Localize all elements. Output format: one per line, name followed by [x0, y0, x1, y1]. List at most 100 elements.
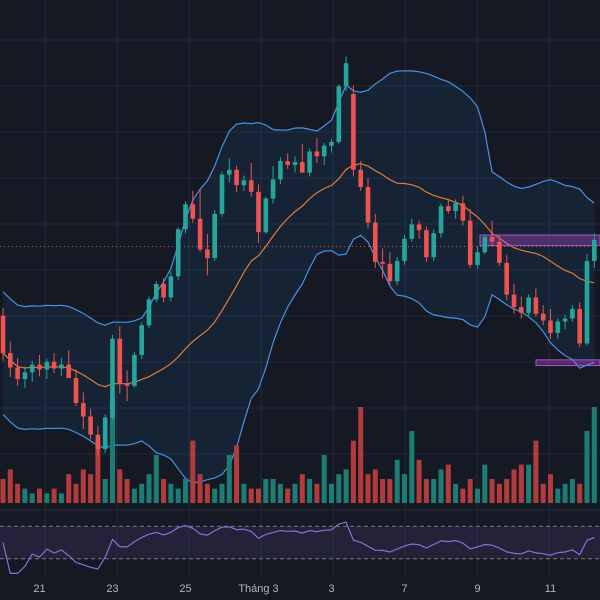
candle-body[interactable] — [358, 169, 363, 188]
candle-body[interactable] — [292, 162, 298, 165]
volume-bar — [540, 483, 546, 503]
candle-body[interactable] — [446, 206, 451, 212]
candle-body[interactable] — [95, 434, 101, 450]
candle-body[interactable] — [51, 361, 57, 369]
candle-body[interactable] — [467, 220, 473, 265]
candle-body[interactable] — [8, 353, 13, 368]
candle-body[interactable] — [37, 364, 42, 370]
candle-body[interactable] — [438, 206, 444, 234]
candle-body[interactable] — [81, 403, 86, 417]
candle-body[interactable] — [584, 260, 590, 344]
candle-body[interactable] — [533, 297, 539, 314]
candle-body[interactable] — [504, 262, 509, 295]
candle-body[interactable] — [44, 361, 50, 370]
candle-body[interactable] — [577, 308, 582, 344]
candle-body[interactable] — [197, 218, 203, 250]
candle-body[interactable] — [0, 315, 6, 354]
candle-body[interactable] — [154, 284, 159, 300]
candle-body[interactable] — [394, 260, 400, 282]
candle-body[interactable] — [409, 224, 415, 239]
candle-body[interactable] — [387, 263, 393, 282]
candle-body[interactable] — [102, 417, 108, 450]
candle-body[interactable] — [314, 151, 320, 157]
candle-body[interactable] — [241, 180, 247, 186]
candle-body[interactable] — [380, 261, 385, 264]
candle-body[interactable] — [511, 294, 517, 308]
volume-bar — [7, 469, 13, 503]
volume-bar — [299, 474, 305, 503]
candle-body[interactable] — [307, 151, 312, 173]
candle-body[interactable] — [139, 325, 144, 356]
candle-body[interactable] — [592, 239, 597, 261]
candle-body[interactable] — [453, 203, 458, 212]
volume-bar — [431, 479, 437, 503]
candle-body[interactable] — [570, 308, 575, 319]
x-tick-label: 9 — [474, 583, 480, 595]
candle-body[interactable] — [431, 233, 436, 258]
volume-bar — [504, 479, 510, 503]
candle-body[interactable] — [256, 191, 261, 233]
volume-bar — [292, 483, 298, 503]
candle-body[interactable] — [124, 383, 130, 386]
candle-body[interactable] — [117, 338, 123, 384]
volume-bar — [219, 483, 225, 503]
candle-body[interactable] — [15, 367, 20, 380]
x-tick-label: 21 — [33, 583, 45, 595]
candle-body[interactable] — [132, 355, 137, 386]
candle-body[interactable] — [519, 307, 524, 313]
candle-body[interactable] — [110, 338, 115, 418]
candle-body[interactable] — [416, 224, 422, 231]
volume-bar — [526, 464, 532, 503]
candle-body[interactable] — [248, 180, 254, 192]
candle-body[interactable] — [548, 320, 553, 333]
volume-bar — [190, 440, 196, 503]
candle-body[interactable] — [66, 364, 71, 379]
candle-body[interactable] — [183, 204, 188, 230]
candle-body[interactable] — [482, 236, 488, 253]
candle-body[interactable] — [300, 162, 305, 173]
candle-body[interactable] — [168, 276, 174, 298]
candle-body[interactable] — [489, 236, 495, 242]
moving-average-line — [2, 163, 595, 388]
x-tick-label: 11 — [545, 583, 556, 595]
candle-body[interactable] — [190, 204, 196, 219]
candle-body[interactable] — [373, 222, 378, 262]
candle-body[interactable] — [146, 299, 152, 326]
volume-bar — [124, 479, 130, 503]
candle-body[interactable] — [263, 198, 269, 233]
candle-body[interactable] — [219, 174, 225, 214]
candle-body[interactable] — [212, 213, 217, 259]
candle-body[interactable] — [22, 372, 28, 380]
candle-body[interactable] — [329, 141, 334, 146]
candle-body[interactable] — [29, 364, 35, 373]
candle-body[interactable] — [424, 230, 429, 258]
candle-body[interactable] — [321, 145, 327, 157]
candle-body[interactable] — [234, 169, 239, 186]
volume-bar — [161, 479, 167, 503]
candle-body[interactable] — [555, 321, 561, 333]
candle-body[interactable] — [402, 238, 407, 261]
candle-body[interactable] — [336, 86, 342, 142]
candle-body[interactable] — [88, 416, 93, 435]
candle-body[interactable] — [227, 169, 232, 175]
candle-body[interactable] — [59, 364, 64, 369]
candle-body[interactable] — [497, 241, 502, 263]
candle-body[interactable] — [460, 203, 466, 221]
candle-body[interactable] — [285, 161, 290, 165]
volume-bar — [365, 474, 371, 503]
candle-body[interactable] — [175, 229, 181, 277]
candle-body[interactable] — [161, 284, 166, 298]
candle-body[interactable] — [205, 249, 210, 259]
candle-body[interactable] — [540, 313, 546, 321]
candle-body[interactable] — [278, 161, 283, 180]
candle-body[interactable] — [475, 252, 480, 265]
candle-body[interactable] — [365, 187, 371, 223]
volume-bar — [22, 488, 28, 503]
candle-body[interactable] — [270, 179, 276, 199]
candle-body[interactable] — [351, 93, 356, 170]
candle-body[interactable] — [526, 297, 531, 313]
candle-body[interactable] — [343, 63, 349, 87]
candle-body[interactable] — [562, 318, 568, 322]
candle-body[interactable] — [73, 378, 79, 404]
